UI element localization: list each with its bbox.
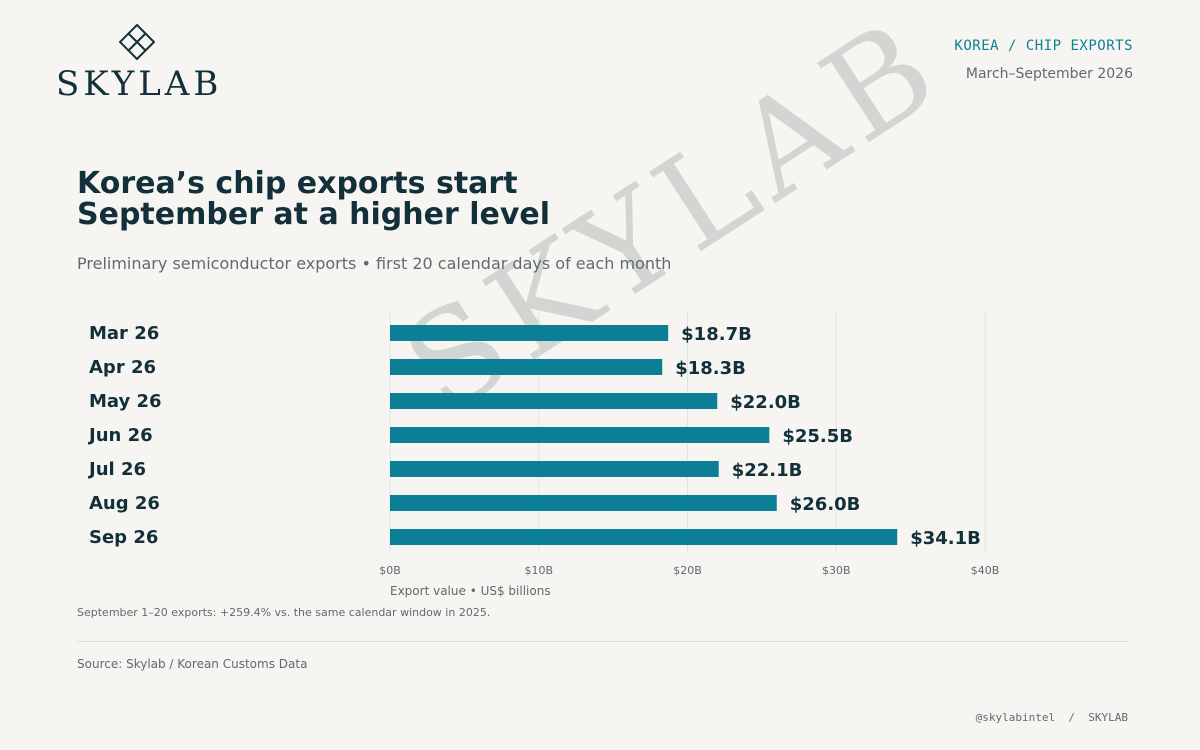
- chart-title: Korea’s chip exports start September at …: [77, 166, 551, 232]
- bar-chart: Mar 26 $18.7B Apr 26 $18.3B May 26 $22.0B Jun …: [87, 312, 1000, 598]
- bar: [390, 427, 770, 443]
- value-label: $34.1B: [910, 528, 981, 549]
- category-label: May 26: [89, 391, 162, 412]
- value-label: $22.1B: [732, 460, 803, 481]
- x-axis-label: Export value • US$ billions: [390, 584, 551, 598]
- x-tick-label: $20B: [673, 564, 702, 577]
- category-label: Jul 26: [87, 459, 146, 480]
- category-label: Mar 26: [89, 323, 159, 344]
- chart-subtitle: Preliminary semiconductor exports • firs…: [77, 254, 672, 273]
- value-label: $22.0B: [730, 392, 801, 413]
- value-label: $26.0B: [790, 494, 861, 515]
- x-tick-label: $30B: [822, 564, 851, 577]
- brand-wordmark: SKYLAB: [56, 64, 223, 104]
- value-label: $18.7B: [681, 324, 752, 345]
- chart-note: September 1–20 exports: +259.4% vs. the …: [77, 606, 491, 619]
- value-label: $25.5B: [782, 426, 853, 447]
- bar: [390, 325, 669, 341]
- x-tick-label: $10B: [524, 564, 553, 577]
- category-label: Sep 26: [89, 527, 158, 548]
- section-kicker: KOREA / CHIP EXPORTS: [954, 38, 1133, 54]
- bar: [390, 495, 777, 511]
- bar: [390, 359, 663, 375]
- diamond-lattice-icon: [119, 24, 155, 60]
- date-range: March–September 2026: [965, 66, 1133, 82]
- bar: [390, 393, 718, 409]
- x-tick-label: $40B: [971, 564, 1000, 577]
- category-label: Jun 26: [87, 425, 153, 446]
- brand-logo: SKYLAB: [56, 24, 226, 104]
- x-tick-label: $0B: [379, 564, 401, 577]
- bar: [390, 461, 719, 477]
- footer-handle: @skylabintel / SKYLAB: [975, 711, 1128, 724]
- category-label: Apr 26: [89, 357, 156, 378]
- source-credit: Source: Skylab / Korean Customs Data: [77, 657, 308, 671]
- divider: [77, 641, 1128, 642]
- value-label: $18.3B: [675, 358, 746, 379]
- category-label: Aug 26: [89, 493, 160, 514]
- bar: [390, 529, 898, 545]
